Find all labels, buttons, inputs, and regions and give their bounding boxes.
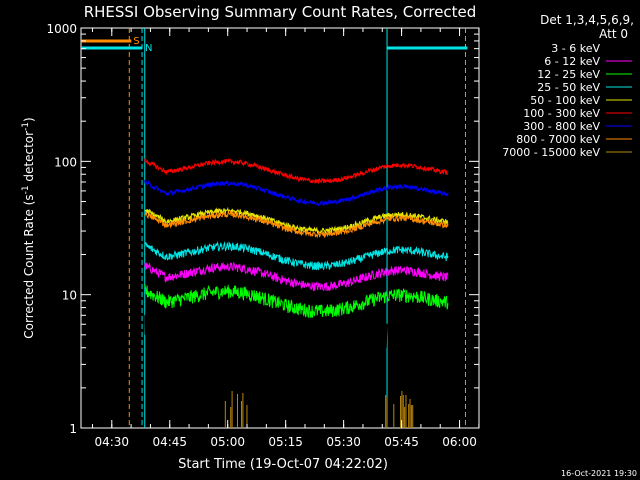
x-tick-label: 04:45 [152, 435, 187, 449]
x-tick-label: 05:30 [326, 435, 361, 449]
y-tick-label: 10 [62, 289, 77, 303]
flag-s-label: S [133, 36, 139, 47]
footer-timestamp: 16-Oct-2021 19:30 [561, 469, 637, 478]
legend-item-label: 800 - 7000 keV [516, 133, 600, 146]
x-axis-label: Start Time (19-Oct-07 04:22:02) [178, 457, 388, 472]
x-tick-label: 05:00 [210, 435, 245, 449]
series-line [144, 241, 449, 271]
series-line [144, 307, 448, 365]
x-tick-label: 04:30 [94, 435, 129, 449]
flag-n-label: N [145, 43, 152, 54]
legend-item-label: 7000 - 15000 keV [502, 146, 600, 159]
x-axis-ticks: 04:30 04:45 05:00 05:15 05:30 05:45 06:00 [91, 28, 480, 449]
series-line [144, 206, 449, 235]
legend-item-label: 6 - 12 keV [544, 55, 600, 68]
flag-bars: SN [81, 36, 468, 54]
legend-item-label: 50 - 100 keV [530, 94, 600, 107]
chart-title: RHESSI Observing Summary Count Rates, Co… [84, 3, 477, 21]
legend-header-line1: Det 1,3,4,5,6,9, [540, 13, 634, 27]
x-tick-label: 06:00 [442, 435, 477, 449]
y-axis-ticks: 1 10 100 1000 [46, 22, 479, 436]
series-line [144, 210, 449, 239]
y-tick-label: 100 [54, 155, 77, 169]
vertical-markers [128, 28, 466, 428]
plot-frame [80, 27, 480, 429]
legend-item-label: 3 - 6 keV [551, 42, 600, 55]
legend-item-label: 25 - 50 keV [537, 81, 600, 94]
y-tick-label: 1 [69, 422, 77, 436]
legend-item-label: 12 - 25 keV [537, 68, 600, 81]
legend-item-label: 100 - 300 keV [523, 107, 600, 120]
series-lines [144, 157, 449, 428]
y-axis-label: Corrected Count Rate (s-1 detector-1) [21, 117, 36, 338]
legend-item-label: 300 - 800 keV [523, 120, 600, 133]
x-tick-label: 05:15 [268, 435, 303, 449]
series-line [144, 283, 449, 318]
series-line [144, 261, 449, 292]
series-line [144, 157, 449, 185]
legend-header-line2: Att 0 [599, 27, 628, 41]
series-line [144, 179, 449, 207]
x-tick-label: 05:45 [384, 435, 419, 449]
y-tick-label: 1000 [46, 22, 77, 36]
